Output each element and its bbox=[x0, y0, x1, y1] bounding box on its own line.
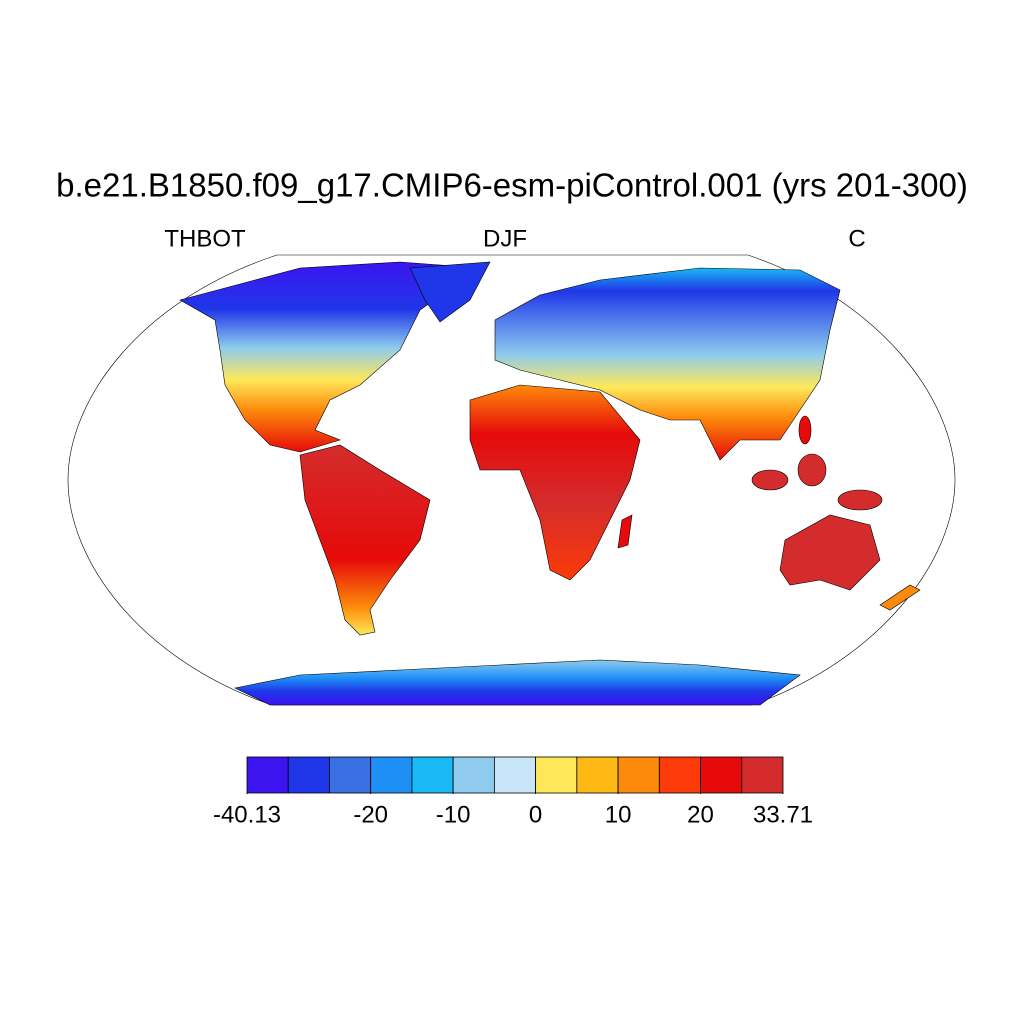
colorbar: -40.13 -20 -10 0 10 20 33.71 bbox=[213, 756, 813, 828]
colorbar-tick-label: -40.13 bbox=[213, 801, 281, 828]
colorbar-box bbox=[287, 756, 330, 794]
island bbox=[798, 415, 812, 445]
colorbar-box bbox=[493, 756, 537, 794]
colorbar-box bbox=[452, 756, 495, 794]
right-label: C bbox=[848, 225, 865, 252]
land bbox=[179, 261, 921, 706]
colorbar-box bbox=[329, 756, 372, 794]
colorbar-tick-label: -10 bbox=[436, 801, 471, 828]
greenland bbox=[409, 261, 491, 323]
colorbar-box bbox=[370, 756, 413, 794]
colorbar-box bbox=[576, 756, 619, 794]
south-america bbox=[299, 444, 431, 636]
eurasia bbox=[494, 267, 841, 461]
map bbox=[67, 254, 956, 706]
madagascar bbox=[617, 514, 633, 549]
title: b.e21.B1850.f09_g17.CMIP6-esm-piControl.… bbox=[56, 167, 968, 204]
colorbar-box bbox=[617, 756, 660, 794]
colorbar-box bbox=[700, 756, 743, 794]
colorbar-tick-label: 0 bbox=[529, 801, 542, 828]
colorbar-box bbox=[535, 756, 578, 794]
island bbox=[751, 469, 789, 491]
colorbar-box bbox=[246, 756, 289, 794]
colorbar-tick-label: -20 bbox=[353, 801, 388, 828]
colorbar-tick-label: 10 bbox=[605, 801, 632, 828]
colorbar-box bbox=[658, 756, 701, 794]
left-label: THBOT bbox=[164, 225, 246, 252]
colorbar-box bbox=[741, 756, 784, 794]
new-zealand bbox=[879, 584, 921, 611]
center-label: DJF bbox=[483, 225, 527, 252]
africa bbox=[469, 384, 641, 581]
island bbox=[797, 453, 827, 487]
island bbox=[837, 489, 883, 511]
australia bbox=[779, 514, 881, 591]
antarctica bbox=[234, 659, 801, 706]
colorbar-box bbox=[411, 756, 454, 794]
colorbar-tick-label: 20 bbox=[687, 801, 714, 828]
colorbar-tick-label: 33.71 bbox=[753, 801, 813, 828]
